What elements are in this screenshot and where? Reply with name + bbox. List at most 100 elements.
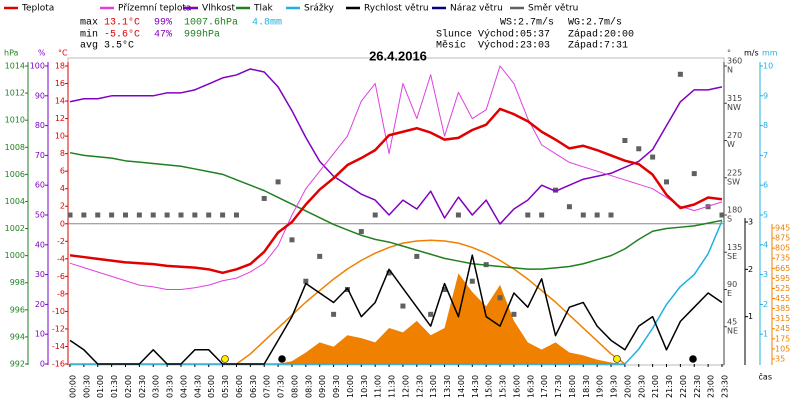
y-tick-label: 8 [60, 149, 65, 158]
x-tick-label: 14:30 [471, 375, 480, 398]
y-tick-label: 998 [10, 278, 25, 287]
x-tick-label: 05:00 [207, 375, 216, 398]
direction-point [469, 278, 475, 284]
y-tick-label: 4 [763, 240, 768, 249]
direction-point [497, 295, 503, 301]
info: Východ:05:37 [478, 29, 550, 41]
y-tick-label: 994 [10, 332, 25, 341]
direction-point [553, 187, 559, 193]
direction-point [511, 311, 517, 317]
y-tick-label: 1 [748, 312, 753, 321]
y-tick-label: 90 [727, 280, 737, 289]
x-tick-label: 05:30 [221, 375, 230, 398]
x-tick-label: 15:00 [485, 375, 494, 398]
info: Západ:20:00 [568, 29, 634, 41]
y-tick-label: 2 [60, 202, 65, 211]
direction-point [580, 212, 586, 218]
direction-point [664, 179, 670, 185]
y-tick-label: 35 [775, 354, 785, 363]
direction-point [331, 311, 337, 317]
y-tick-name: S [727, 215, 732, 224]
y-tick-label: 8 [763, 121, 768, 130]
y-tick-label: 14 [55, 97, 65, 106]
x-tick-label: 12:00 [401, 375, 410, 398]
y-tick-label: 360 [727, 57, 742, 66]
direction-point [67, 212, 73, 218]
line [69, 65, 723, 290]
y-tick-label: 455 [775, 294, 790, 303]
y-tick-label: 40 [35, 240, 45, 249]
legend-label: Přízemní teplota [118, 4, 191, 14]
direction-point [303, 278, 309, 284]
x-tick-label: 15:30 [499, 375, 508, 398]
y-tick-label: 12 [55, 114, 65, 123]
y-tick-label: 875 [775, 234, 790, 243]
y-tick-label: 180 [727, 206, 742, 215]
sun-moon-marker [278, 355, 286, 363]
direction-point [122, 212, 128, 218]
line [69, 254, 723, 365]
info: Západ:7:31 [568, 40, 628, 52]
x-tick-label: 02:30 [138, 375, 147, 398]
y-tick-label: 18 [55, 62, 65, 71]
legend-label: Teplota [21, 4, 54, 14]
sun-moon-marker [221, 355, 229, 363]
y-tick-label: 10 [55, 132, 65, 141]
direction-point [622, 138, 628, 143]
y-tick-label: 525 [775, 284, 790, 293]
y-tick-label: 1006 [5, 170, 25, 179]
y-tick-label: 16 [55, 79, 65, 88]
y-tick-label: 1008 [5, 143, 25, 152]
x-tick-label: 09:00 [318, 375, 327, 398]
direction-point [691, 171, 697, 177]
axis-unit: % [38, 49, 46, 58]
y-tick-label: 385 [775, 304, 790, 313]
y-tick-label: 10 [763, 62, 773, 71]
x-tick-label: 08:30 [304, 375, 313, 398]
direction-point [608, 212, 614, 218]
y-tick-label: -16 [52, 360, 65, 369]
x-tick-label: 20:30 [637, 375, 646, 398]
x-tick-label: 19:30 [610, 375, 619, 398]
y-tick-label: 945 [775, 224, 790, 233]
y-tick-label: 100 [30, 62, 45, 71]
x-tick-label: 16:30 [526, 375, 535, 398]
y-tick-label: -14 [52, 342, 65, 351]
y-tick-label: 735 [775, 254, 790, 263]
x-tick-label: 22:00 [679, 375, 688, 398]
line [69, 68, 723, 225]
y-tick-name: NE [727, 326, 738, 335]
x-tick-label: 10:30 [360, 375, 369, 398]
y-tick-label: 270 [727, 131, 742, 140]
y-tick-label: 105 [775, 344, 790, 353]
y-tick-label: 50 [35, 211, 45, 220]
axis-unit: °C [58, 49, 68, 58]
y-tick-label: 90 [35, 91, 45, 100]
y-tick-label: -10 [52, 307, 65, 316]
x-tick-label: 23:30 [721, 375, 730, 398]
y-tick-label: -4 [57, 254, 65, 263]
direction-point [455, 212, 461, 218]
y-tick-label: 665 [775, 264, 790, 273]
direction-point [233, 212, 239, 218]
direction-point [566, 204, 572, 210]
legend-label: Rychlost větru [364, 4, 429, 14]
y-tick-name: SW [727, 177, 740, 186]
sun-moon-marker [689, 355, 697, 363]
y-tick-label: 9 [763, 91, 768, 100]
x-tick-label: 11:00 [374, 375, 383, 398]
stat: 3.5°C [104, 40, 134, 52]
line [69, 151, 723, 270]
y-tick-label: 1004 [5, 197, 25, 206]
x-tick-label: 04:30 [193, 375, 202, 398]
info: WS:2.7m/s [500, 17, 554, 29]
y-tick-label: 595 [775, 274, 790, 283]
y-tick-label: 996 [10, 305, 25, 314]
x-tick-label: 04:00 [179, 375, 188, 398]
x-tick-label: 07:30 [277, 375, 286, 398]
y-tick-label: 1000 [5, 251, 25, 260]
direction-point [261, 195, 267, 201]
info: Východ:23:03 [478, 40, 550, 52]
direction-point [636, 146, 642, 152]
direction-point [81, 212, 87, 218]
